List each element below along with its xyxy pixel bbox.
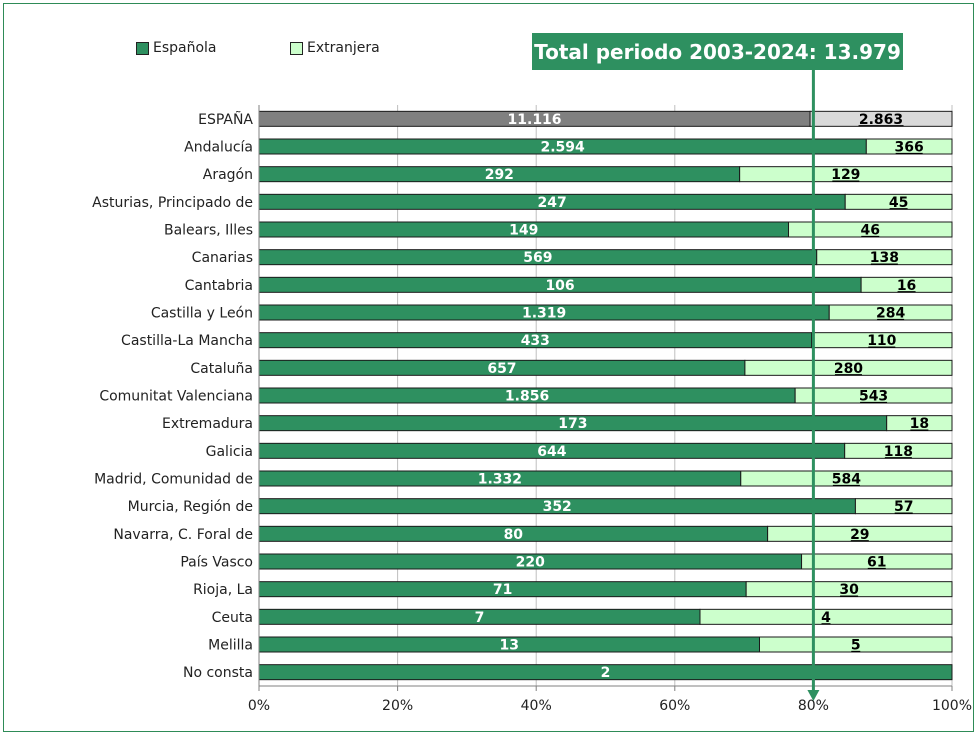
data-label-extranjera: 129 [831,167,860,183]
data-label-extranjera: 16 [897,278,916,294]
data-label-espanola: 569 [523,250,552,266]
category-label: Murcia, Región de [128,499,253,515]
category-label: Ceuta [212,610,253,626]
category-label: Melilla [208,638,253,654]
category-label: Balears, Illes [164,223,253,239]
category-label: Comunitat Valenciana [99,389,253,405]
data-label-extranjera: 138 [870,250,899,266]
chart-frame: Española Extranjera Total periodo 2003-2… [3,3,974,732]
data-label-espanola: 149 [509,223,538,239]
data-label-extranjera: 45 [889,195,908,211]
category-label: No consta [183,665,253,681]
data-label-extranjera: 284 [876,306,905,322]
x-tick-label: 100% [932,698,972,714]
data-label-extranjera: 46 [861,223,880,239]
data-label-espanola: 352 [543,499,572,515]
category-label: Aragón [203,167,253,183]
category-label: País Vasco [180,555,253,571]
x-tick-label: 20% [382,698,413,714]
data-label-extranjera: 2.863 [859,112,903,128]
data-label-espanola: 433 [521,333,550,349]
data-label-espanola: 13 [500,638,519,654]
data-label-espanola: 2.594 [541,140,586,156]
category-label: Cataluña [190,361,253,377]
data-label-espanola: 292 [485,167,514,183]
data-label-espanola: 1.319 [522,306,566,322]
total-period-label: Total periodo 2003-2024: 13.979 [534,39,901,64]
category-label: Extremadura [162,416,253,432]
total-period-box: Total periodo 2003-2024: 13.979 [532,33,903,70]
data-label-espanola: 173 [558,416,587,432]
data-label-extranjera: 543 [859,389,888,405]
category-label: Cantabria [185,278,253,294]
marker-arrowhead [807,690,820,701]
data-label-espanola: 644 [537,444,566,460]
stacked-bar-chart: ESPAÑA 11.116 2.863 Andalucía 2.594 366 Aragón… [92,70,972,714]
category-label: Navarra, C. Foral de [113,527,253,543]
category-label: Castilla y León [151,306,253,322]
legend-label-espanola: Española [153,40,217,56]
data-label-extranjera: 29 [850,527,869,543]
data-label-extranjera: 584 [832,472,861,488]
data-label-espanola: 11.116 [508,112,562,128]
data-label-extranjera: 5 [851,638,861,654]
category-label: Canarias [192,250,253,266]
data-label-espanola: 1.856 [505,389,549,405]
category-label: Galicia [206,444,253,460]
legend-item-extranjera: Extranjera [290,40,380,56]
category-label: ESPAÑA [198,111,253,128]
data-label-espanola: 247 [537,195,566,211]
data-label-extranjera: 110 [867,333,896,349]
x-tick-label: 40% [521,698,552,714]
category-label: Madrid, Comunidad de [94,472,253,488]
category-label: Rioja, La [193,582,253,598]
data-label-espanola: 220 [516,555,545,571]
data-label-extranjera: 280 [834,361,863,377]
data-label-espanola: 7 [475,610,485,626]
data-label-extranjera: 61 [867,555,886,571]
x-tick-label: 80% [798,698,829,714]
legend-swatch-extranjera [290,41,303,55]
data-label-extranjera: 30 [839,582,859,598]
legend-swatch-espanola [136,41,149,55]
legend-item-espanola: Española [136,40,217,56]
data-label-espanola: 106 [545,278,574,294]
x-tick-label: 0% [248,698,270,714]
category-label: Andalucía [184,140,253,156]
data-label-espanola: 1.332 [478,472,522,488]
data-label-extranjera: 4 [821,610,831,626]
data-label-espanola: 71 [493,582,512,598]
category-label: Asturias, Principado de [92,195,253,211]
data-label-extranjera: 366 [895,140,924,156]
legend-label-extranjera: Extranjera [307,40,380,56]
data-label-extranjera: 18 [910,416,929,432]
data-label-espanola: 657 [487,361,516,377]
data-label-extranjera: 118 [884,444,913,460]
x-tick-label: 60% [659,698,690,714]
data-label-espanola: 2 [601,665,611,681]
data-label-extranjera: 57 [894,499,913,515]
category-label: Castilla-La Mancha [121,333,253,349]
data-label-espanola: 80 [504,527,524,543]
